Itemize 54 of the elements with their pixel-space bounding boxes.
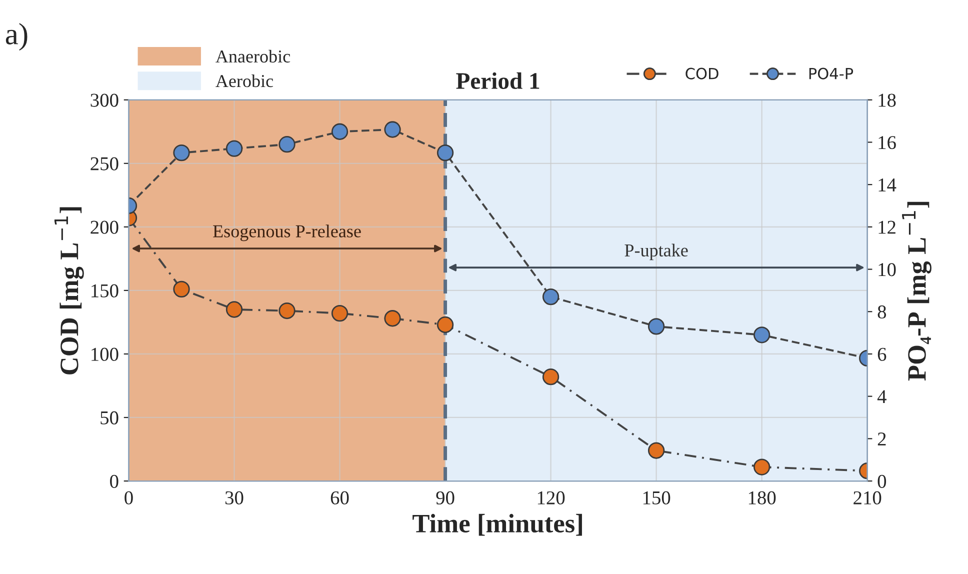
y-tick-label: 250 xyxy=(90,157,118,170)
annotation: Esogenous P-release xyxy=(213,224,361,242)
point xyxy=(278,302,296,320)
y2-axis-title: PO₄-P [mg L$^{−1}$] xyxy=(902,202,932,381)
point xyxy=(226,140,243,157)
point xyxy=(436,144,454,162)
y-tick-label: 300 xyxy=(90,94,118,107)
x-tick-label: 0 xyxy=(124,491,133,504)
point xyxy=(436,316,454,334)
y-tick-label: 150 xyxy=(92,284,118,298)
point xyxy=(384,121,401,138)
y2-tick-label: 18 xyxy=(878,94,896,107)
point xyxy=(384,310,401,327)
x-tick-label: 180 xyxy=(748,491,776,504)
chart-title: Period 1 xyxy=(456,72,540,89)
y-axis-title: COD [mg L$^{−1}$] xyxy=(54,207,84,374)
point xyxy=(648,318,665,335)
point xyxy=(331,304,348,322)
x-tick-label: 120 xyxy=(538,491,565,504)
point xyxy=(226,301,243,318)
legend-label: PO4-P xyxy=(809,68,854,80)
y2-tick-label: 2 xyxy=(878,432,886,446)
annotation: P-uptake xyxy=(624,244,688,260)
legend-label: Anaerobic xyxy=(216,50,290,63)
y2-tick-label: 4 xyxy=(877,390,886,404)
point xyxy=(173,144,190,162)
y2-tick-label: 16 xyxy=(878,136,896,150)
point xyxy=(173,280,190,298)
point xyxy=(753,326,770,344)
point xyxy=(331,123,348,140)
x-axis-title: Time [minutes] xyxy=(412,514,582,536)
point xyxy=(542,368,560,386)
x-tick-label: 90 xyxy=(436,491,454,504)
y2-tick-label: 14 xyxy=(878,178,896,192)
y2-tick-label: 0 xyxy=(878,474,886,488)
y2-tick-label: 8 xyxy=(878,305,886,319)
text: a) xyxy=(6,22,28,51)
point xyxy=(278,136,296,153)
y2-tick-label: 10 xyxy=(878,263,896,276)
point xyxy=(753,458,770,476)
legend-label: COD xyxy=(686,68,718,80)
x-tick-label: 150 xyxy=(643,491,670,504)
y2-tick-label: 12 xyxy=(878,220,896,234)
x-tick-label: 60 xyxy=(330,491,349,504)
point xyxy=(648,442,665,459)
y-tick-label: 100 xyxy=(92,348,118,361)
x-tick-label: 210 xyxy=(854,491,882,504)
x-tick-label: 30 xyxy=(225,491,244,504)
y-tick-label: 50 xyxy=(100,411,118,424)
y-tick-label: 0 xyxy=(110,474,118,488)
y-tick-label: 200 xyxy=(90,220,118,234)
point xyxy=(542,288,560,306)
y2-tick-label: 6 xyxy=(878,348,886,361)
legend-label: Aerobic xyxy=(216,74,274,88)
